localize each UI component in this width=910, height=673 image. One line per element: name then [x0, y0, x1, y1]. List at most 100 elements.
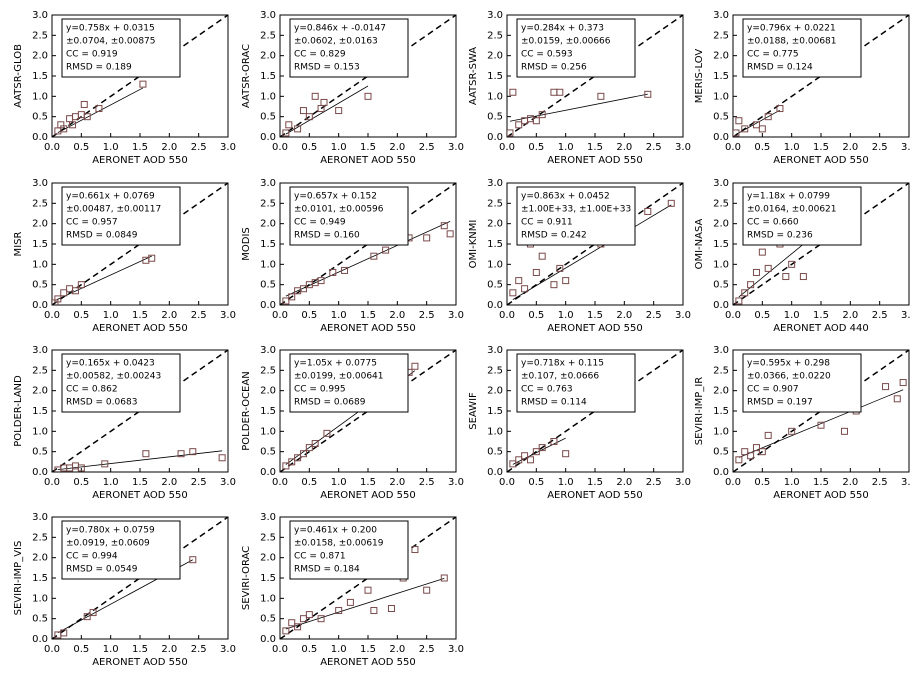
one-to-one-line: [507, 15, 683, 137]
plot-frame: [51, 182, 229, 306]
point: [817, 421, 825, 429]
annotation-text: ±0.0919, ±0.0609: [66, 539, 150, 549]
x-tick-label: 1.5: [360, 142, 376, 153]
x-tick-label: 1.5: [813, 142, 829, 153]
x-tick-label: 2.5: [646, 477, 662, 488]
annotation-text: y=0.461x + 0.200: [294, 526, 377, 536]
one-to-one-line: [733, 183, 909, 305]
x-tick-label: 2.0: [616, 142, 632, 153]
y-tick-label: 2.0: [713, 51, 729, 62]
annotation-box: [742, 186, 862, 246]
annotation-text: RMSD = 0.124: [747, 63, 813, 73]
x-tick-label: 2.5: [646, 310, 662, 321]
annotation-box: [61, 186, 181, 246]
point: [644, 207, 652, 215]
x-tick-label: 2.5: [419, 310, 435, 321]
x-tick-label: 0.0: [499, 142, 515, 153]
annotation-text: y=0.863x + 0.0452: [521, 192, 610, 202]
y-tick-label: 2.0: [260, 219, 276, 230]
y-tick-label: 1.5: [32, 573, 48, 584]
one-to-one-line: [52, 350, 228, 472]
point: [364, 92, 372, 100]
point: [562, 450, 570, 458]
point: [515, 277, 523, 285]
x-axis-label: AERONET AOD 550: [773, 490, 869, 501]
point: [305, 611, 313, 619]
y-tick-label: 1.0: [487, 259, 503, 270]
y-tick-label: 1.0: [713, 91, 729, 102]
x-tick-label: 0.0: [272, 310, 288, 321]
y-tick-label: 3.0: [32, 10, 48, 21]
point: [538, 252, 546, 260]
x-tick-label: 2.0: [842, 310, 858, 321]
y-tick-label: 1.0: [260, 259, 276, 270]
y-tick-label: 3.0: [260, 10, 276, 21]
y-tick-label: 0.5: [713, 280, 729, 291]
y-tick-label: 1.5: [32, 239, 48, 250]
y-tick-label: 0.0: [487, 300, 503, 311]
x-tick-label: 3.0: [448, 310, 464, 321]
x-tick-label: 1.5: [360, 477, 376, 488]
point: [741, 448, 749, 456]
point: [139, 80, 147, 88]
annotation-text: y=0.780x + 0.0759: [66, 526, 155, 536]
annotation-box: [516, 186, 636, 246]
y-axis-label: OMI-KNMI: [468, 220, 479, 269]
annotation-text: RMSD = 0.153: [294, 63, 360, 73]
point: [764, 264, 772, 272]
y-tick-label: 3.0: [487, 345, 503, 356]
x-tick-label: 1.5: [132, 310, 148, 321]
point: [515, 121, 523, 129]
annotation-text: CC = 0.871: [294, 552, 346, 562]
x-tick-label: 0.5: [754, 142, 770, 153]
point: [509, 289, 517, 297]
x-tick-label: 0.0: [725, 477, 741, 488]
y-axis-label: POLDER-OCEAN: [241, 371, 252, 450]
x-tick-label: 1.5: [132, 644, 148, 655]
x-tick-label: 2.0: [842, 477, 858, 488]
y-tick-label: 0.0: [32, 132, 48, 143]
x-axis-label: AERONET AOD 550: [320, 323, 416, 334]
annotation-text: CC = 0.763: [521, 385, 573, 395]
y-tick-label: 0.5: [260, 112, 276, 123]
point: [299, 107, 307, 115]
y-tick-label: 1.0: [487, 426, 503, 437]
y-tick-label: 1.5: [713, 71, 729, 82]
annotation-text: RMSD = 0.197: [747, 398, 813, 408]
point: [54, 295, 62, 303]
annotation-box: [516, 353, 636, 413]
y-tick-label: 1.0: [713, 259, 729, 270]
point: [177, 450, 185, 458]
y-axis-label: MODIS: [241, 227, 252, 261]
annotation-text: ±0.0164, ±0.00621: [747, 205, 837, 215]
point: [747, 452, 755, 460]
panel: 0.0 0.5 1.0 1.5 2.0 2.5 3.0 0.0 0.5 1.0 1.5 2.0 2.5 3…: [13, 178, 236, 334]
x-tick-label: 2.5: [872, 310, 888, 321]
point: [80, 100, 88, 108]
point: [893, 395, 901, 403]
point: [311, 92, 319, 100]
x-tick-label: 3.0: [675, 477, 691, 488]
one-to-one-line: [507, 350, 683, 472]
point: [733, 129, 740, 137]
plot-frame: [51, 14, 229, 138]
panel: 0.0 0.5 1.0 1.5 2.0 2.5 3.0 0.0 0.5 1.0 1.5 2.0 2.5 3…: [241, 345, 464, 501]
panel: 0.0 0.5 1.0 1.5 2.0 2.5 3.0 0.0 0.5 1.0 1.5 2.0 2.5 3…: [241, 512, 464, 668]
point: [346, 598, 354, 606]
y-tick-label: 0.0: [487, 132, 503, 143]
plot-frame: [279, 14, 457, 138]
x-tick-label: 0.0: [725, 310, 741, 321]
annotation-text: RMSD = 0.0683: [66, 398, 137, 408]
y-axis-label: SEVIRI-ORAC: [241, 546, 252, 610]
plot-frame: [279, 516, 457, 640]
y-tick-label: 2.5: [260, 365, 276, 376]
y-tick-label: 0.5: [32, 112, 48, 123]
x-axis-label: AERONET AOD 550: [320, 657, 416, 668]
annotation-box: [742, 353, 862, 413]
x-tick-label: 3.0: [220, 310, 236, 321]
annotation-text: ±0.0602, ±0.0163: [294, 37, 378, 47]
y-tick-label: 2.0: [713, 219, 729, 230]
panel: 0.0 0.5 1.0 1.5 2.0 2.5 3.0 0.0 0.5 1.0 1.5 2.0 2.5 3…: [694, 178, 910, 334]
fit-line: [735, 109, 781, 135]
